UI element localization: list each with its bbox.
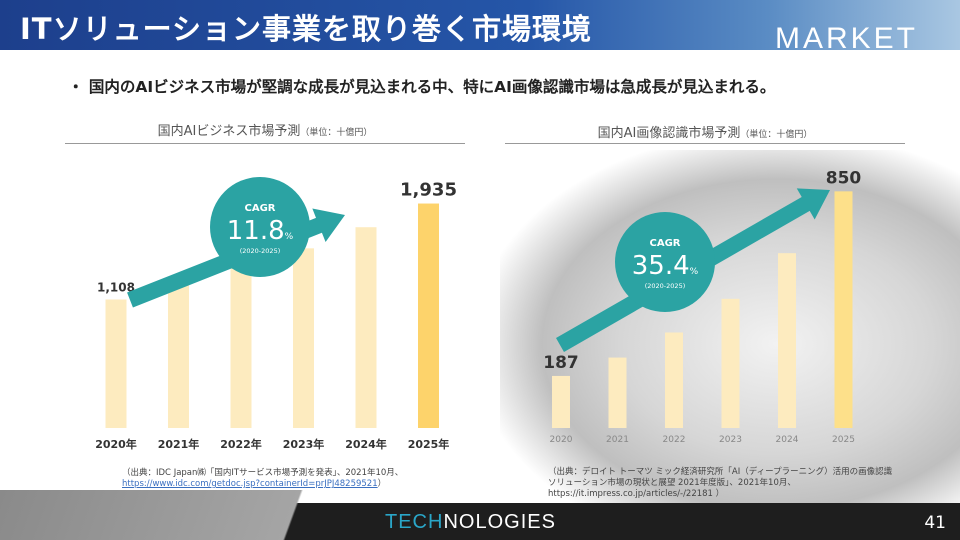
x-tick-label: 2023年 <box>283 437 325 451</box>
source-link[interactable]: https://www.idc.com/getdoc.jsp?container… <box>122 479 378 489</box>
x-tick-label: 2023 <box>719 435 742 445</box>
right-source: （出典：デロイト トーマツ ミック経済研究所「AI（ディープラーニング）活用の画… <box>548 467 893 499</box>
data-label: 1,935 <box>400 180 457 201</box>
x-tick-label: 2025 <box>832 435 855 445</box>
header-banner: ITソリューション事業を取り巻く市場環境 MARKET <box>0 0 960 55</box>
x-tick-label: 2021年 <box>158 437 200 451</box>
footer-brand: TECHNOLOGIES <box>385 511 556 533</box>
divider <box>65 143 465 144</box>
x-tick-label: 2025年 <box>408 437 450 451</box>
cagr-badge <box>210 177 310 277</box>
bar <box>230 267 252 428</box>
x-tick-label: 2020年 <box>95 437 137 451</box>
charts-canvas: 2020年 1,108 2021年 2022年 2023年 2024年 2025年 1,935… <box>95 168 862 451</box>
cagr-label: CAGR <box>650 238 681 249</box>
cagr-period: (2020-2025) <box>645 282 686 290</box>
cagr-badge <box>615 212 715 312</box>
bar <box>608 357 627 428</box>
data-label: 850 <box>826 168 862 188</box>
cagr-label: CAGR <box>245 203 276 214</box>
bar <box>834 191 853 428</box>
section-label: MARKET <box>774 22 918 55</box>
cagr-value: 11.8% <box>227 216 294 246</box>
bar <box>418 203 439 428</box>
x-tick-label: 2021 <box>606 435 629 445</box>
x-tick-label: 2024 <box>776 435 799 445</box>
slide-title: ITソリューション事業を取り巻く市場環境 <box>20 12 592 46</box>
page-number: 41 <box>924 513 946 533</box>
footer-accent <box>0 490 400 540</box>
cagr-period: (2020-2025) <box>240 247 281 255</box>
bar <box>293 248 314 428</box>
right-chart-title: 国内AI画像認識市場予測（単位：十億円） <box>597 126 813 141</box>
bar <box>778 253 796 428</box>
bullet-text: ・ 国内のAIビジネス市場が堅調な成長が見込まれる中、特にAI画像認識市場は急成… <box>68 78 776 96</box>
x-tick-label: 2020 <box>550 435 573 445</box>
left-source: （出典：IDC Japan㈱「国内ITサービス市場予測を発表」、2021年10月… <box>122 468 404 489</box>
data-label: 1,108 <box>97 280 135 294</box>
bar <box>721 298 740 428</box>
bar <box>105 299 127 428</box>
data-label: 187 <box>543 353 579 373</box>
bar <box>665 332 683 428</box>
divider <box>505 143 905 144</box>
x-tick-label: 2022 <box>663 435 686 445</box>
bar <box>552 375 570 428</box>
x-tick-label: 2024年 <box>345 437 387 451</box>
bar <box>168 284 189 428</box>
x-tick-label: 2022年 <box>220 437 262 451</box>
cagr-value: 35.4% <box>632 251 699 281</box>
left-chart-title: 国内AIビジネス市場予測（単位：十億円） <box>157 124 373 139</box>
bar <box>355 227 377 428</box>
